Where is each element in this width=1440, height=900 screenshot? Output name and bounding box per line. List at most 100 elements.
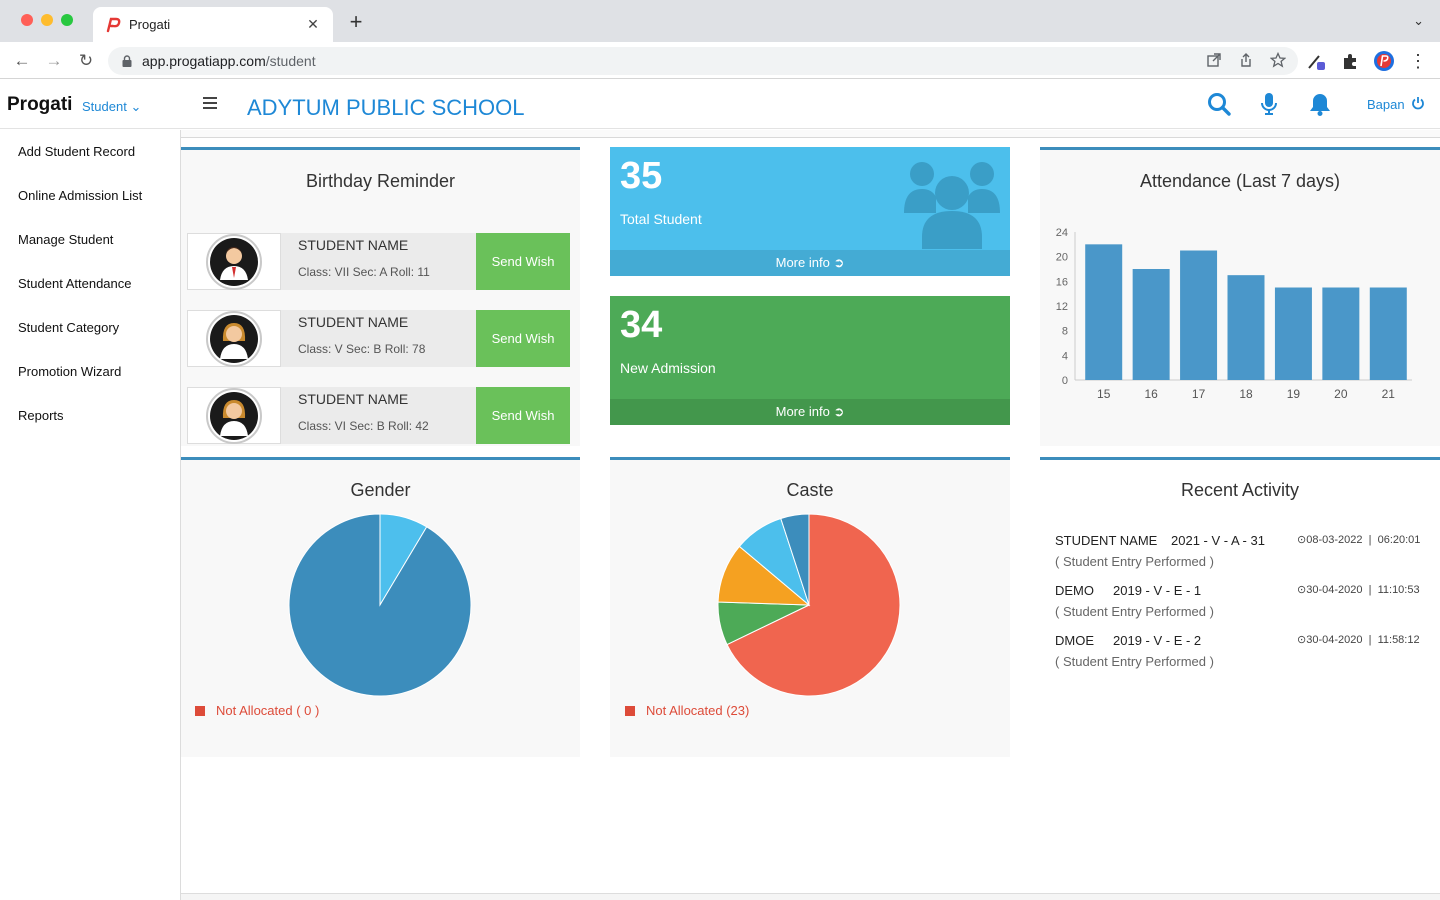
gender-legend-label: Not Allocated ( 0 ): [216, 703, 320, 718]
school-title: ADYTUM PUBLIC SCHOOL: [247, 95, 525, 120]
attendance-bar: [1180, 250, 1218, 380]
tab-bar: Progati ✕ + ⌄: [0, 0, 1440, 42]
new-tab-button[interactable]: +: [349, 9, 363, 34]
caste-title: Caste: [786, 480, 834, 500]
content-footer-strip: [181, 893, 1440, 900]
x-tick-label: 16: [1144, 387, 1158, 401]
gender-panel: Gender Not Allocated ( 0 ): [181, 457, 580, 757]
sidebar-item-promotion-wizard[interactable]: Promotion Wizard: [18, 364, 122, 379]
y-tick-label: 0: [1062, 375, 1068, 387]
sidebar-item-online-admission-list[interactable]: Online Admission List: [18, 188, 143, 203]
activity-student-code: 2019 - V - E - 2: [1113, 633, 1202, 648]
birthday-row: STUDENT NAME Class: VI Sec: B Roll: 42 S…: [187, 387, 570, 444]
y-tick-label: 8: [1062, 326, 1068, 338]
activity-timestamp: ⊙08-03-2022 | 06:20:01: [1297, 534, 1421, 546]
close-window-button[interactable]: [21, 14, 33, 26]
caste-pie-chart: [717, 513, 901, 697]
back-arrow-icon[interactable]: ←: [13, 51, 31, 70]
new-admission-count: 34: [620, 304, 663, 346]
x-tick-label: 20: [1334, 387, 1348, 401]
sidebar-item-student-attendance[interactable]: Student Attendance: [18, 276, 132, 291]
attendance-bar: [1132, 269, 1170, 380]
module-label: Student: [82, 99, 127, 114]
send-wish-button[interactable]: Send Wish: [476, 310, 570, 367]
extensions-puzzle-icon[interactable]: [1340, 51, 1360, 71]
new-admission-box: 34 New Admission More info ➲: [610, 296, 1010, 425]
birthday-reminder-panel: Birthday Reminder STUDENT NAME Class: VI…: [181, 147, 580, 446]
new-admission-more-info[interactable]: More info ➲: [610, 399, 1010, 425]
open-external-icon[interactable]: [1206, 52, 1222, 68]
y-tick-label: 24: [1056, 227, 1068, 239]
forward-arrow-icon[interactable]: →: [45, 51, 63, 70]
profile-avatar-icon[interactable]: [1374, 51, 1394, 71]
tab-title: Progati: [129, 17, 171, 32]
activity-timestamp: ⊙30-04-2020 | 11:10:53: [1297, 584, 1420, 596]
user-name[interactable]: Bapan: [1367, 97, 1405, 112]
send-wish-button[interactable]: Send Wish: [476, 387, 570, 444]
gender-pie-chart: [288, 513, 472, 697]
activity-student-name: STUDENT NAME: [1055, 533, 1158, 548]
tab-search-chevron-icon[interactable]: ⌄: [1413, 13, 1424, 28]
sidebar-item-manage-student[interactable]: Manage Student: [18, 232, 114, 247]
x-tick-label: 18: [1239, 387, 1253, 401]
gender-title: Gender: [350, 480, 411, 500]
attendance-title: Attendance (Last 7 days): [1139, 171, 1341, 191]
browser-menu-icon[interactable]: ⋮: [1409, 51, 1427, 71]
attendance-bar: [1227, 275, 1265, 380]
microphone-icon[interactable]: [1256, 91, 1282, 117]
activity-student-name: DEMO: [1055, 583, 1094, 598]
bookmark-star-icon[interactable]: [1270, 52, 1286, 68]
activity-date: 30-04-2020: [1306, 634, 1363, 646]
more-info-label: More info: [775, 404, 830, 419]
power-icon[interactable]: [1411, 96, 1425, 110]
y-tick-label: 4: [1062, 350, 1068, 362]
birthday-student-class: Class: VII Sec: A Roll: 11: [298, 265, 430, 279]
total-student-count: 35: [620, 155, 663, 197]
minimize-window-button[interactable]: [41, 14, 53, 26]
brand-logo[interactable]: Progati: [7, 94, 73, 115]
x-tick-label: 15: [1097, 387, 1111, 401]
total-student-more-info[interactable]: More info ➲: [610, 250, 1010, 276]
pie-slice: [288, 513, 472, 697]
bell-icon[interactable]: [1307, 91, 1333, 117]
x-tick-label: 17: [1192, 387, 1206, 401]
clock-icon: ⊙: [1297, 534, 1307, 546]
sidebar-item-reports[interactable]: Reports: [18, 408, 64, 423]
attendance-bar: [1085, 244, 1123, 380]
birthday-row: STUDENT NAME Class: VII Sec: A Roll: 11 …: [187, 233, 570, 290]
url-input[interactable]: app.progatiapp.com/student: [108, 47, 1298, 75]
search-icon[interactable]: [1206, 91, 1232, 117]
maximize-window-button[interactable]: [61, 14, 73, 26]
arrow-circle-right-icon: ➲: [833, 404, 845, 419]
module-dropdown[interactable]: Student ⌄: [82, 99, 141, 115]
attendance-bar: [1369, 287, 1407, 380]
avatar-frame: [187, 387, 281, 444]
dashboard-content: Birthday Reminder STUDENT NAME Class: VI…: [181, 130, 1440, 900]
content-top-strip: [181, 130, 1440, 138]
hamburger-menu-icon[interactable]: [203, 97, 217, 109]
birthday-student-name: STUDENT NAME: [298, 314, 409, 330]
sidebar-item-add-student-record[interactable]: Add Student Record: [18, 144, 136, 159]
browser-tab[interactable]: Progati ✕: [93, 7, 333, 42]
birthday-student-class: Class: V Sec: B Roll: 78: [298, 342, 426, 356]
clock-icon: ⊙: [1297, 634, 1307, 646]
extension-pen-icon[interactable]: [1306, 51, 1326, 71]
attendance-bar: [1322, 287, 1360, 380]
birthday-reminder-title: Birthday Reminder: [305, 171, 456, 191]
window-controls: [21, 14, 73, 26]
users-group-icon: [904, 162, 1000, 249]
more-info-label: More info: [775, 255, 830, 270]
progati-favicon-icon: [106, 17, 121, 32]
activity-description: ( Student Entry Performed ): [1055, 604, 1214, 619]
avatar-frame: [187, 310, 281, 367]
clock-icon: ⊙: [1297, 584, 1307, 596]
share-icon[interactable]: [1238, 52, 1254, 68]
new-admission-label: New Admission: [620, 360, 716, 376]
sidebar-item-student-category[interactable]: Student Category: [18, 320, 120, 335]
url-path: /student: [265, 53, 316, 69]
reload-icon[interactable]: ↻: [78, 51, 94, 70]
lock-icon: [122, 55, 132, 67]
close-tab-icon[interactable]: ✕: [307, 16, 319, 32]
send-wish-button[interactable]: Send Wish: [476, 233, 570, 290]
